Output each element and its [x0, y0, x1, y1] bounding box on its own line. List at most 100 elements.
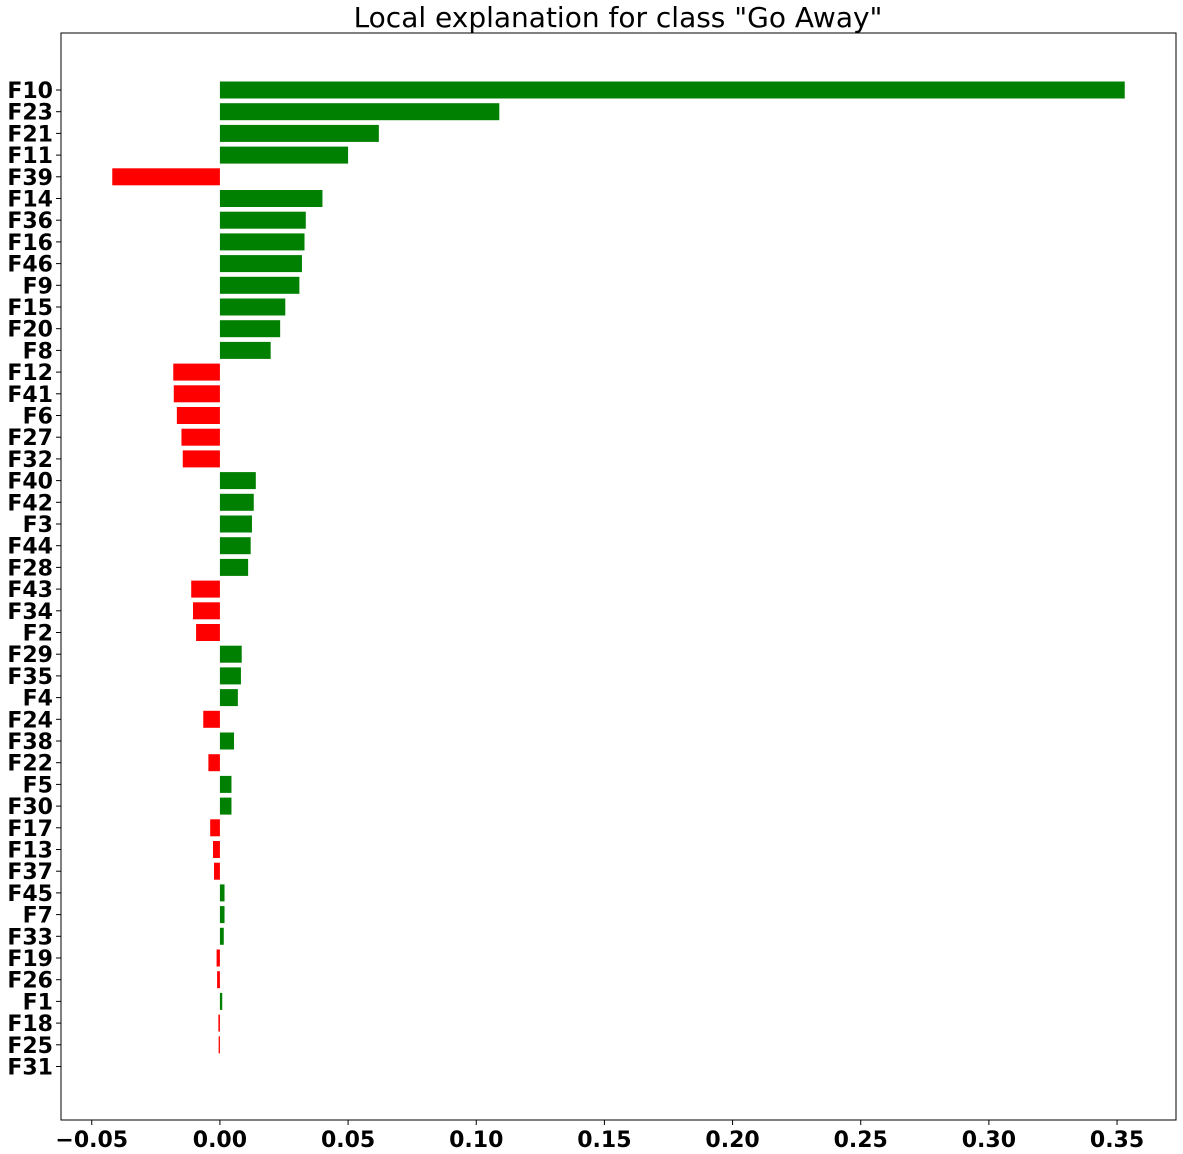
- bar-f17: [210, 819, 220, 837]
- y-tick-label-f8: F8: [23, 339, 53, 364]
- bar-f12: [173, 363, 220, 381]
- bar-f44: [219, 537, 251, 555]
- bar-f41: [173, 385, 220, 403]
- y-tick-label-f7: F7: [23, 904, 53, 929]
- y-tick-label-f9: F9: [23, 274, 53, 299]
- y-tick-label-f43: F43: [7, 578, 53, 603]
- bar-f33: [219, 927, 224, 945]
- y-tick-label-f14: F14: [7, 188, 53, 213]
- bar-f35: [219, 667, 241, 685]
- y-tick-label-f26: F26: [7, 969, 53, 994]
- y-tick-label-f3: F3: [23, 513, 53, 538]
- bar-f32: [182, 450, 220, 468]
- y-tick-label-f28: F28: [7, 556, 53, 581]
- bar-f2: [196, 624, 220, 641]
- y-tick-label-f15: F15: [7, 296, 53, 321]
- x-tick-label-3: 0.10: [449, 1128, 503, 1153]
- x-tick-label-1: 0.00: [193, 1128, 247, 1153]
- y-tick-label-f21: F21: [7, 122, 53, 147]
- bar-f42: [219, 493, 254, 511]
- bar-f24: [203, 710, 220, 728]
- y-tick-label-f22: F22: [7, 752, 53, 777]
- x-tick-label-4: 0.15: [577, 1128, 631, 1153]
- bar-f46: [219, 255, 302, 273]
- y-tick-label-f37: F37: [7, 860, 53, 885]
- bar-f30: [219, 797, 232, 815]
- bar-f45: [219, 884, 225, 902]
- bar-f4: [219, 689, 238, 707]
- y-tick-label-f46: F46: [7, 253, 53, 278]
- y-tick-label-f35: F35: [7, 665, 53, 690]
- bar-f3: [219, 515, 252, 533]
- y-tick-label-f39: F39: [7, 166, 53, 191]
- y-tick-label-f41: F41: [7, 383, 53, 408]
- y-tick-label-f33: F33: [7, 925, 53, 950]
- bar-f13: [212, 841, 220, 858]
- bar-f29: [219, 645, 242, 663]
- bar-f15: [219, 298, 286, 316]
- y-tick-label-f17: F17: [7, 817, 53, 842]
- y-tick-label-f29: F29: [7, 643, 53, 668]
- bar-f7: [219, 906, 225, 924]
- y-tick-label-f11: F11: [7, 144, 53, 169]
- plot-frame: [60, 32, 1177, 1121]
- y-tick-label-f4: F4: [23, 687, 53, 712]
- y-tick-label-f42: F42: [7, 491, 53, 516]
- bar-f20: [219, 320, 281, 338]
- bar-f34: [193, 602, 220, 620]
- y-tick-label-f12: F12: [7, 361, 53, 386]
- y-tick-label-f36: F36: [7, 209, 53, 234]
- x-tick-label-2: 0.05: [321, 1128, 375, 1153]
- bar-f14: [219, 190, 323, 207]
- bar-f43: [191, 580, 220, 598]
- bar-f11: [219, 146, 349, 164]
- bar-f23: [219, 103, 500, 121]
- bar-f38: [219, 732, 235, 750]
- bar-f6: [176, 407, 220, 424]
- y-tick-label-f5: F5: [23, 773, 53, 798]
- bar-f40: [219, 472, 256, 490]
- y-tick-label-f16: F16: [7, 231, 53, 256]
- y-tick-labels: F10F23F21F11F39F14F36F16F46F9F15F20F8F12…: [7, 79, 61, 1081]
- bar-f5: [219, 775, 232, 793]
- y-tick-label-f20: F20: [7, 318, 53, 343]
- y-tick-label-f6: F6: [23, 405, 53, 430]
- bar-f37: [214, 862, 220, 880]
- y-tick-label-f10: F10: [7, 79, 53, 104]
- y-tick-label-f27: F27: [7, 426, 53, 451]
- y-tick-label-f13: F13: [7, 839, 53, 864]
- bar-f36: [219, 211, 306, 229]
- bars: [112, 81, 1125, 1054]
- bar-f18: [218, 1014, 220, 1032]
- y-tick-label-f2: F2: [23, 622, 53, 647]
- y-tick-label-f32: F32: [7, 448, 53, 473]
- y-tick-label-f18: F18: [7, 1012, 53, 1037]
- y-tick-label-f25: F25: [7, 1034, 53, 1059]
- y-tick-label-f45: F45: [7, 882, 53, 907]
- bar-f19: [216, 949, 220, 967]
- y-tick-label-f24: F24: [7, 708, 53, 733]
- bar-f16: [219, 233, 305, 251]
- y-tick-label-f44: F44: [7, 535, 53, 560]
- bar-f26: [217, 971, 220, 989]
- x-tick-label-8: 0.35: [1090, 1128, 1144, 1153]
- chart-title: Local explanation for class "Go Away": [354, 1, 883, 34]
- bar-f21: [219, 124, 379, 142]
- y-tick-label-f38: F38: [7, 730, 53, 755]
- bar-f27: [181, 428, 220, 446]
- y-tick-label-f19: F19: [7, 947, 53, 972]
- y-tick-label-f23: F23: [7, 101, 53, 126]
- bar-f8: [219, 341, 271, 359]
- y-tick-label-f31: F31: [7, 1056, 53, 1081]
- bar-f10: [219, 81, 1125, 99]
- y-tick-label-f34: F34: [7, 600, 53, 625]
- y-tick-label-f40: F40: [7, 470, 53, 495]
- bar-f25: [218, 1036, 220, 1054]
- bar-f9: [219, 276, 300, 294]
- x-tick-label-0: −0.05: [55, 1128, 128, 1153]
- x-ticks: −0.05 0.00 0.05 0.10 0.15 0.20 0.25 0.30 0.35: [55, 1120, 1144, 1153]
- bar-f39: [112, 168, 220, 186]
- bar-f1: [219, 992, 223, 1010]
- x-tick-label-6: 0.25: [834, 1128, 888, 1153]
